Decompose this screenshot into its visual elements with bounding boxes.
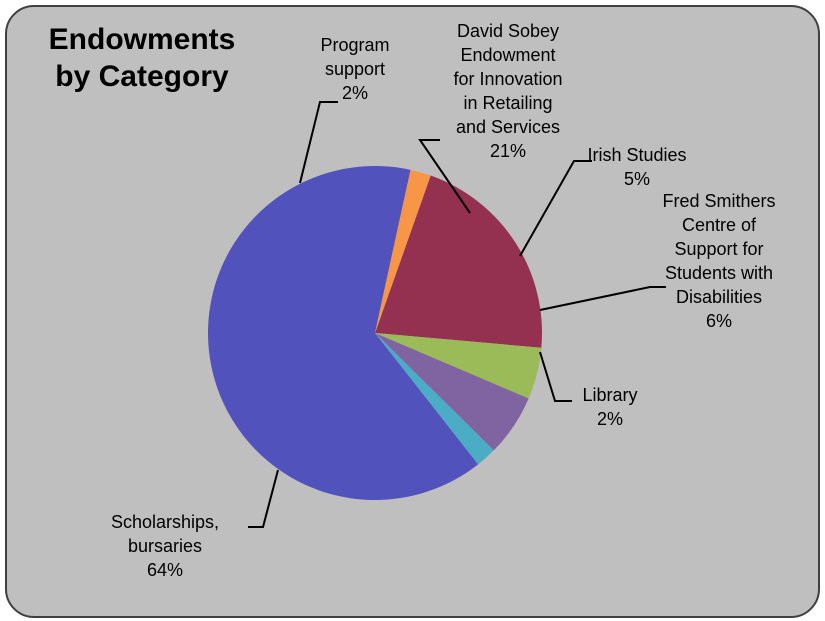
leader-lines	[248, 101, 666, 528]
slice-name-line: in Retailing	[463, 93, 552, 113]
slice-name-line: Support for	[674, 239, 763, 259]
chart-title: Endowments by Category	[49, 23, 236, 93]
leader-line-fred-smithers-centre-of-support-for-students-with-disabilities	[539, 286, 666, 311]
slice-name-line: Scholarships,	[111, 512, 219, 532]
pie-slice-library	[375, 333, 494, 465]
slice-percent-label: 6%	[706, 311, 732, 331]
chart-title-line-1: Endowments	[49, 23, 236, 56]
leader-line-program-support	[299, 101, 338, 184]
slice-percent-label: 21%	[490, 141, 526, 161]
slice-labels: David Sobey Endowment for Innovation in Ret…	[111, 21, 776, 580]
slice-name-line: and Services	[456, 117, 560, 137]
leader-line-david-sobey-endowment-for-innovation-in-retailing-and-services	[418, 139, 471, 214]
slice-name-line: Disabilities	[676, 287, 762, 307]
slice-label-library: Library 2%	[582, 385, 637, 429]
pie-slice-david-sobey-endowment-for-innovation-in-retailing-and-services	[375, 175, 542, 348]
slice-name-line: Students with	[665, 263, 773, 283]
slice-percent-label: 5%	[624, 169, 650, 189]
slice-percent-label: 64%	[147, 560, 183, 580]
chart-title-line-2: by Category	[55, 60, 229, 93]
slice-name-line: Fred Smithers	[662, 191, 775, 211]
pie-slice-irish-studies	[375, 333, 542, 399]
slice-name-line: Endowment	[460, 45, 555, 65]
slice-label-irish-studies: Irish Studies 5%	[587, 145, 686, 189]
slice-label-david-sobey-endowment-for-innovation-in-retailing-and-services: David Sobey Endowment for Innovation in Ret…	[453, 21, 562, 161]
slice-label-program-support: Program support 2%	[320, 35, 389, 103]
slice-label-scholarships-bursaries: Scholarships, bursaries 64%	[111, 512, 219, 580]
slice-name-line: Irish Studies	[587, 145, 686, 165]
leader-line-library	[539, 351, 572, 402]
slice-name-line: Program	[320, 35, 389, 55]
leader-line-scholarships-bursaries	[248, 469, 279, 528]
slice-percent-label: 2%	[597, 409, 623, 429]
slice-name-line: for Innovation	[453, 69, 562, 89]
pie-slice-program-support	[375, 169, 431, 333]
pie-slice-scholarships-bursaries	[207, 165, 479, 500]
slice-name-line: bursaries	[128, 536, 202, 556]
pie-slices	[207, 165, 542, 500]
slice-name-line: Centre of	[682, 215, 757, 235]
slice-name-line: David Sobey	[457, 21, 559, 41]
slice-percent-label: 2%	[342, 83, 368, 103]
slice-label-fred-smithers-centre-of-support-for-students-with-disabilities: Fred Smithers Centre of Support for Student…	[662, 191, 775, 331]
pie-slice-fred-smithers-centre-of-support-for-students-with-disabilities	[375, 333, 529, 451]
leader-line-irish-studies	[519, 160, 592, 257]
slice-name-line: Library	[582, 385, 637, 405]
slice-name-line: support	[325, 59, 385, 79]
